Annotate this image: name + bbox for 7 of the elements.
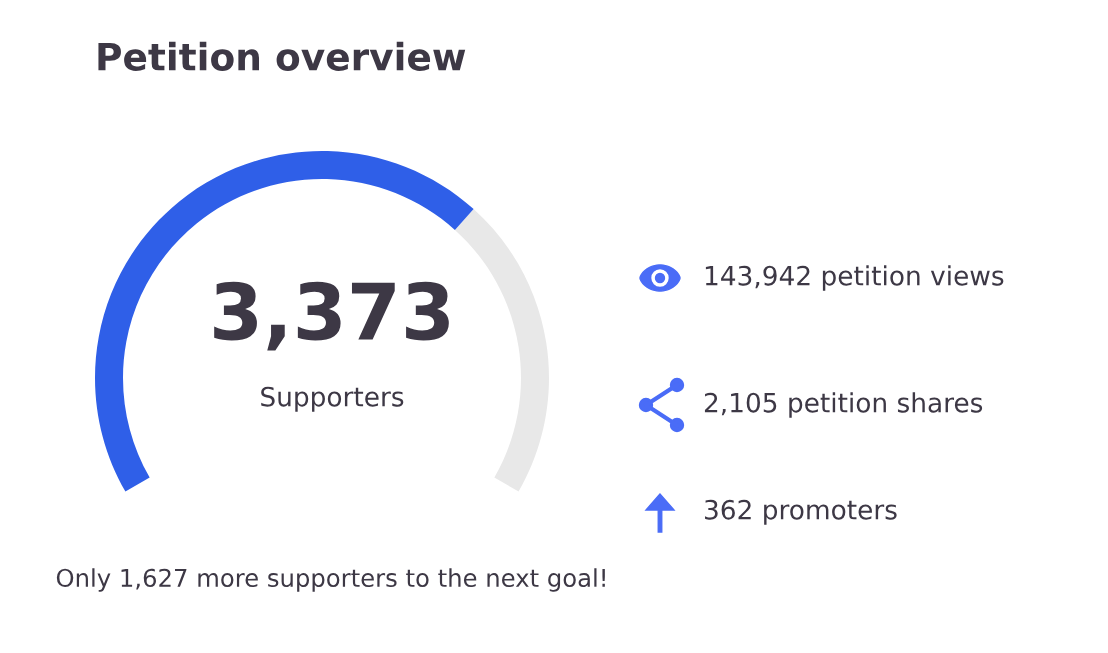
data-label: 3,373	[214, 281, 449, 351]
text: 143,942 petition views	[705, 265, 1004, 291]
text: 2,105 petition shares	[704, 392, 983, 418]
text: Only 1,627 more supporters to the next goal!	[56, 568, 605, 592]
chart-title: Petition overview	[98, 41, 466, 71]
text: Supporters	[261, 386, 404, 412]
text: 362 promoters	[705, 499, 897, 525]
